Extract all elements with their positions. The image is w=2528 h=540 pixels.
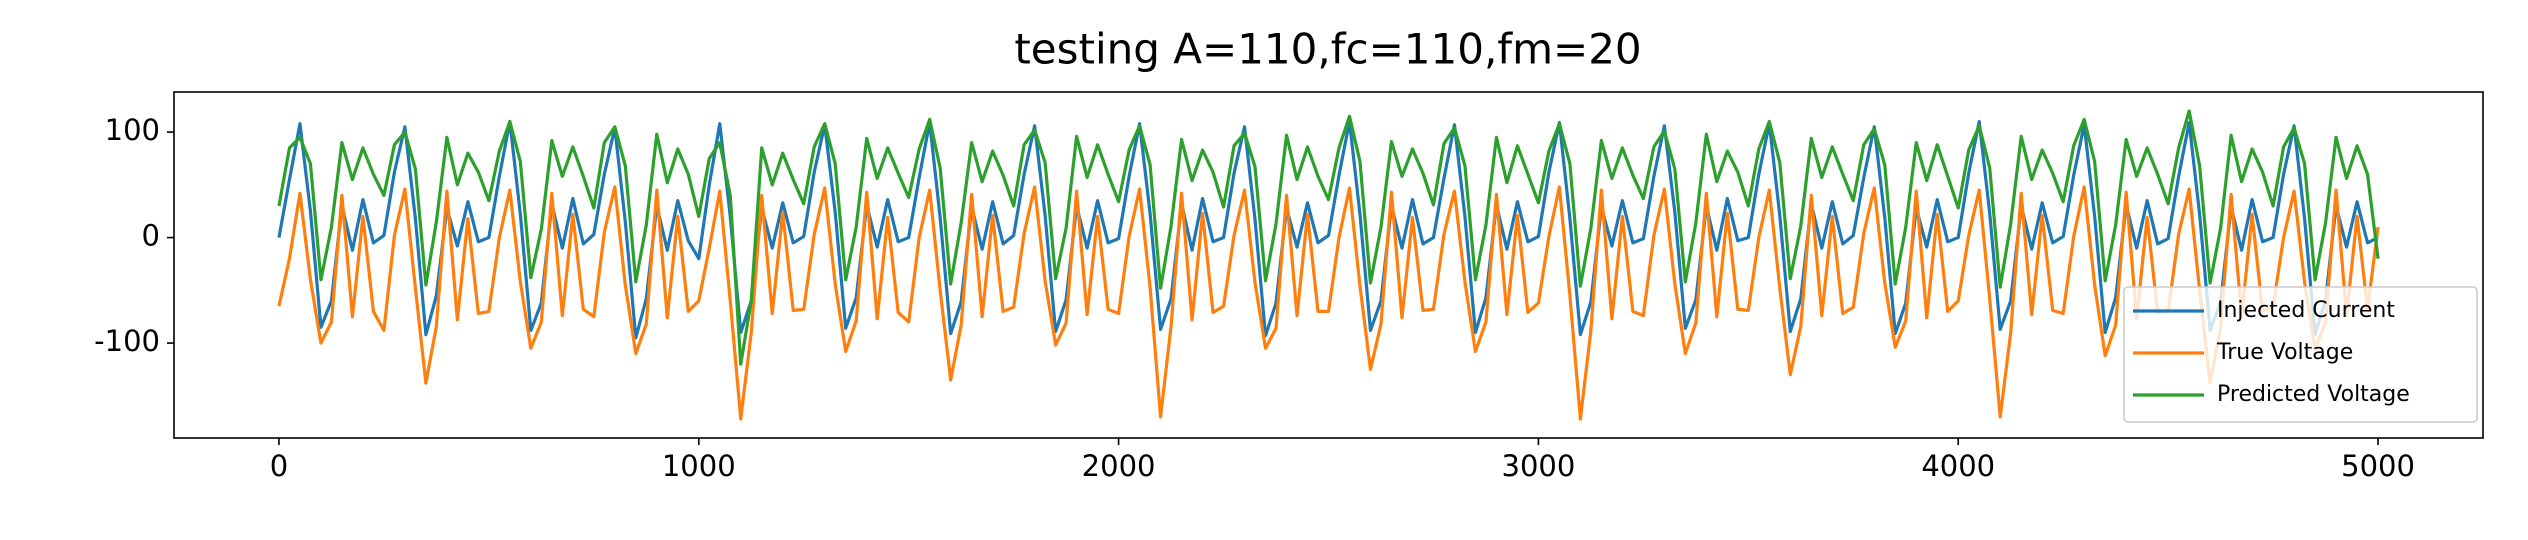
series-line [277,185,2380,421]
chart-title: testing A=110,fc=110,fm=20 [1014,25,1641,74]
x-tick-label: 5000 [2341,449,2415,483]
x-tick-label: 4000 [1921,449,1995,483]
x-tick-label: 3000 [1502,449,1576,483]
legend-label: Injected Current [2217,298,2395,323]
x-tick-label: 1000 [662,449,736,483]
x-tick-label: 2000 [1082,449,1156,483]
series-line [277,119,2379,340]
legend: Injected Current True Voltage Predicted Vo… [2123,286,2478,423]
legend-box [2123,286,2478,423]
legend-label: Predicted Voltage [2217,382,2410,407]
plot-frame [173,91,2484,439]
y-tick-label: 100 [105,113,160,147]
legend-label: True Voltage [2216,340,2353,365]
y-tick-label: -100 [94,324,160,358]
y-tick-label: 0 [142,219,160,253]
x-tick-label: 0 [270,449,288,483]
series-line [277,109,2380,366]
